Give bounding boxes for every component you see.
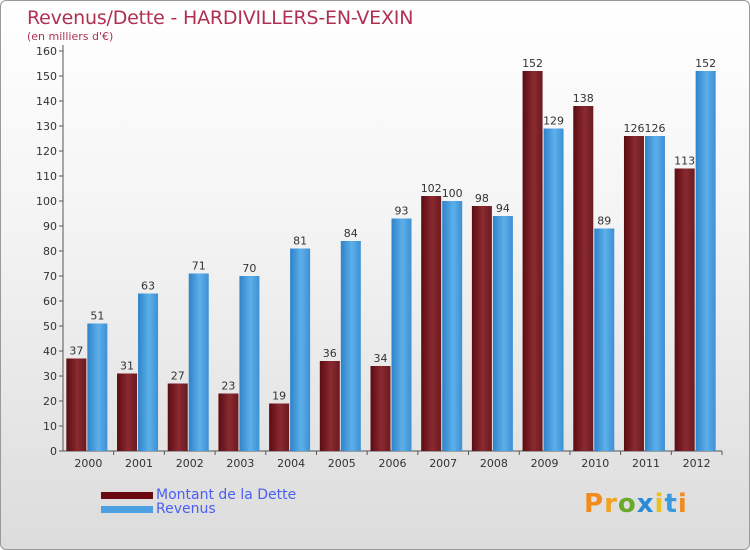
legend-item-revenus: Revenus (101, 501, 216, 517)
dette-bar (269, 403, 290, 451)
y-tick-label: 10 (43, 420, 57, 433)
legend-swatch-revenus (101, 505, 153, 513)
y-tick-label: 20 (43, 395, 57, 408)
data-label: 100 (442, 187, 463, 200)
data-label: 152 (522, 57, 543, 70)
data-label: 70 (242, 262, 256, 275)
x-tick-label: 2002 (176, 457, 204, 470)
data-label: 81 (293, 235, 307, 248)
revenus-bar (188, 273, 209, 451)
dette-bar (421, 196, 442, 451)
y-tick-label: 70 (43, 270, 57, 283)
x-tick-label: 2008 (480, 457, 508, 470)
y-tick-label: 30 (43, 370, 57, 383)
dette-bar (370, 366, 391, 451)
data-label: 27 (171, 370, 185, 383)
revenus-bar (87, 323, 108, 451)
data-label: 36 (323, 347, 337, 360)
revenus-bar (543, 128, 564, 451)
dette-bar (218, 393, 239, 451)
data-label: 31 (120, 360, 134, 373)
x-tick-label: 2000 (74, 457, 102, 470)
dette-bar (623, 136, 644, 451)
y-tick-label: 100 (36, 195, 57, 208)
data-label: 19 (272, 390, 286, 403)
revenus-bar (391, 218, 412, 451)
data-label: 102 (421, 182, 442, 195)
data-label: 34 (374, 352, 388, 365)
revenus-bar (594, 228, 615, 451)
data-label: 113 (674, 155, 695, 168)
x-tick-label: 2011 (632, 457, 660, 470)
legend-swatch-dette (101, 491, 153, 499)
proxiti-logo: Proxiti (584, 489, 688, 519)
y-tick-label: 80 (43, 245, 57, 258)
dette-bar (471, 206, 492, 451)
data-label: 89 (597, 215, 611, 228)
legend-label-dette: Montant de la Dette (156, 487, 297, 503)
x-tick-label: 2005 (328, 457, 356, 470)
x-tick-label: 2010 (581, 457, 609, 470)
revenus-bar (239, 276, 260, 451)
data-label: 129 (543, 115, 564, 128)
data-label: 23 (221, 380, 235, 393)
revenus-bar (340, 241, 361, 451)
y-tick-label: 110 (36, 170, 57, 183)
y-tick-label: 130 (36, 120, 57, 133)
data-label: 98 (475, 192, 489, 205)
revenus-bar (695, 71, 716, 451)
dette-bar (66, 358, 87, 451)
data-label: 37 (69, 345, 83, 358)
chart-subtitle: (en milliers d'€) (27, 30, 114, 43)
data-label: 84 (344, 227, 358, 240)
x-tick-label: 2007 (429, 457, 457, 470)
y-tick-label: 120 (36, 145, 57, 158)
data-label: 126 (623, 122, 644, 135)
x-tick-label: 2003 (226, 457, 254, 470)
y-tick-label: 140 (36, 95, 57, 108)
y-tick-label: 60 (43, 295, 57, 308)
y-tick-label: 40 (43, 345, 57, 358)
x-tick-label: 2009 (531, 457, 559, 470)
x-tick-label: 2001 (125, 457, 153, 470)
data-label: 152 (695, 57, 716, 70)
data-label: 93 (395, 205, 409, 218)
dette-bar (319, 361, 340, 451)
y-tick-label: 160 (36, 45, 57, 58)
data-label: 94 (496, 202, 510, 215)
revenus-bar (138, 293, 159, 451)
data-label: 126 (644, 122, 665, 135)
legend-item-dette: Montant de la Dette (101, 487, 297, 503)
data-label: 51 (90, 310, 104, 323)
data-label: 138 (573, 92, 594, 105)
y-tick-label: 50 (43, 320, 57, 333)
y-tick-label: 150 (36, 70, 57, 83)
chart-title: Revenus/Dette - HARDIVILLERS-EN-VEXIN (27, 7, 414, 29)
dette-bar (167, 383, 188, 451)
legend-label-revenus: Revenus (156, 501, 216, 517)
revenus-bar (644, 136, 665, 451)
dette-bar (522, 71, 543, 451)
data-label: 71 (192, 260, 206, 273)
dette-bar (117, 373, 138, 451)
y-tick-label: 0 (50, 445, 57, 458)
revenus-bar (492, 216, 513, 451)
revenus-bar (442, 201, 463, 451)
x-tick-label: 2006 (379, 457, 407, 470)
dette-bar (674, 168, 695, 451)
y-tick-label: 90 (43, 220, 57, 233)
dette-bar (573, 106, 594, 451)
x-tick-label: 2004 (277, 457, 305, 470)
data-label: 63 (141, 280, 155, 293)
x-tick-label: 2012 (683, 457, 711, 470)
revenus-bar (290, 248, 311, 451)
